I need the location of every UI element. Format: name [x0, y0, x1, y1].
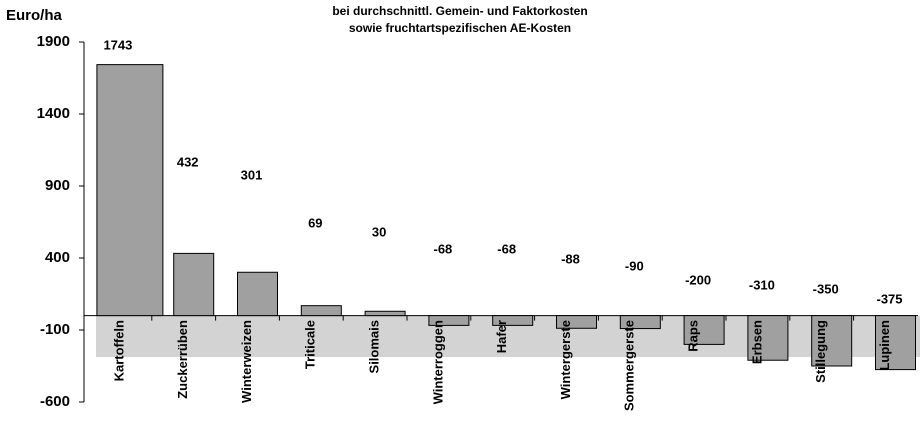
x-tick-label: Sommergerste [622, 320, 637, 411]
data-label: -90 [625, 258, 644, 273]
data-label: -200 [685, 272, 711, 287]
bar [300, 305, 342, 317]
data-label: -310 [749, 277, 775, 292]
y-tick-label: 900 [45, 177, 70, 194]
x-tick-label: Winterroggen [430, 320, 445, 404]
x-tick-label: Zuckerrüben [175, 320, 190, 399]
x-tick-label: Winterweizen [239, 320, 254, 403]
x-tick-label: Lupinen [877, 320, 892, 371]
x-tick-label: Triticale [303, 320, 318, 369]
data-label: 1743 [103, 37, 132, 52]
y-tick-label: -600 [40, 393, 70, 410]
bar [492, 315, 534, 326]
bar [556, 315, 597, 329]
bar [237, 271, 278, 317]
x-tick-label: Kartoffeln [111, 320, 126, 381]
y-tick-label: 1900 [37, 33, 70, 50]
bar [683, 315, 725, 345]
data-label: -68 [497, 241, 516, 256]
data-label: -350 [813, 281, 839, 296]
bar [747, 315, 789, 361]
x-tick-label: Raps [686, 320, 701, 352]
data-label: 69 [308, 215, 322, 230]
bar [619, 315, 661, 330]
bar [364, 310, 406, 317]
data-label: 30 [372, 224, 386, 239]
y-tick-label: 1400 [37, 105, 70, 122]
data-label: 301 [241, 167, 263, 182]
y-tick-label: 400 [45, 249, 70, 266]
chart-title: sowie fruchtartspezifischen AE-Kosten [349, 21, 571, 35]
x-tick-label: Hafer [494, 320, 509, 353]
chart-title: bei durchschnittl. Gemein- und Faktorkos… [332, 4, 587, 18]
x-tick-label: Erbsen [749, 320, 764, 364]
x-tick-label: Stillegung [813, 320, 828, 383]
bar [96, 64, 164, 317]
x-tick-label: Wintergerste [558, 320, 573, 399]
data-label: -375 [876, 291, 902, 306]
bar [173, 252, 215, 317]
bar [875, 315, 916, 371]
data-label: 432 [177, 154, 199, 169]
data-label: -88 [561, 251, 580, 266]
y-tick-label: -100 [40, 321, 70, 338]
bar [428, 315, 470, 326]
bar [811, 315, 853, 367]
data-label: -68 [434, 241, 453, 256]
x-tick-label: Silomais [367, 320, 382, 373]
y-axis-label: Euro/ha [6, 7, 62, 24]
